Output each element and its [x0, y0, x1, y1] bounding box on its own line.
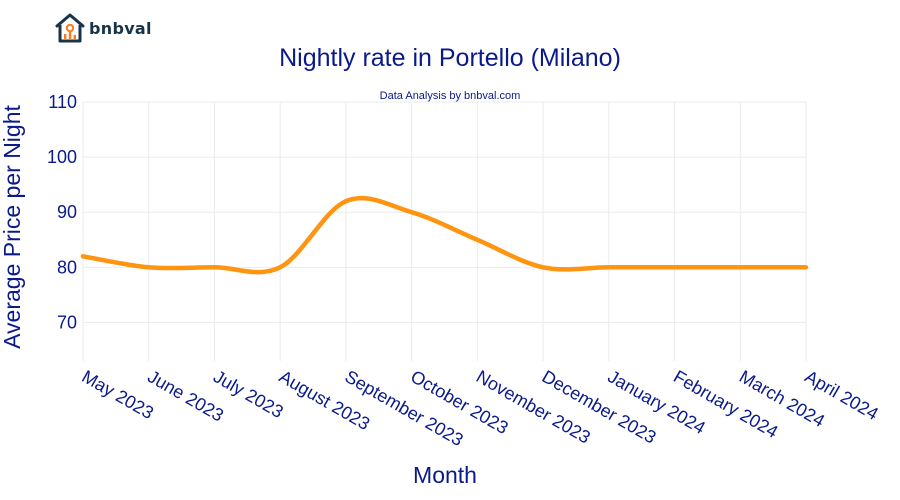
x-axis-label: Month — [413, 462, 477, 488]
brand-name: bnbval — [89, 18, 152, 38]
series-line — [80, 195, 809, 275]
y-tick-label: 90 — [57, 202, 77, 222]
x-tick-label: December 2023 — [539, 366, 660, 447]
y-tick-label: 100 — [47, 147, 77, 167]
y-tick-label: 110 — [48, 92, 77, 112]
chart-title: Nightly rate in Portello (Milano) — [279, 44, 621, 72]
y-axis-label: Average Price per Night — [0, 105, 25, 349]
grid-lines — [82, 101, 807, 361]
chart-subtitle: Data Analysis by bnbval.com — [379, 90, 521, 102]
house-icon — [55, 13, 85, 43]
x-tick-label: November 2023 — [473, 366, 594, 447]
y-tick-label: 70 — [57, 312, 77, 332]
y-tick-label: 80 — [57, 257, 77, 277]
brand-logo: bnbval — [54, 12, 152, 44]
y-axis-ticks: 70 80 90 100 110 — [47, 92, 77, 332]
x-tick-label: May 2023 — [79, 366, 157, 423]
